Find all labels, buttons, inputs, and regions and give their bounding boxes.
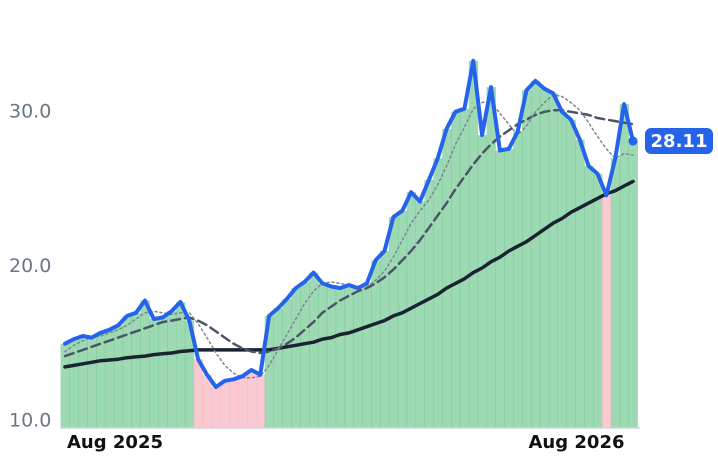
fill-bar bbox=[202, 374, 212, 428]
fill-bars bbox=[60, 60, 638, 429]
fill-bar bbox=[459, 108, 470, 428]
fill-bar bbox=[335, 288, 346, 428]
fill-bar bbox=[96, 332, 106, 428]
fill-bar bbox=[628, 141, 638, 428]
fill-bar bbox=[601, 195, 612, 428]
series-line bbox=[63, 109, 635, 358]
fill-bar bbox=[548, 93, 559, 429]
fill-bar bbox=[477, 135, 488, 428]
fill-bar bbox=[397, 210, 408, 428]
fill-bar bbox=[362, 283, 372, 428]
fill-bar bbox=[513, 131, 523, 428]
fill-bar bbox=[371, 260, 381, 428]
y-tick-label: 20.0 bbox=[9, 255, 51, 277]
fill-bar bbox=[229, 379, 239, 428]
fill-bar bbox=[255, 374, 266, 428]
series-line bbox=[63, 58, 635, 389]
fill-bar bbox=[353, 288, 363, 428]
fill-bar bbox=[593, 173, 603, 428]
fill-bar bbox=[442, 128, 452, 428]
fill-bar bbox=[69, 339, 79, 428]
fill-bar bbox=[158, 317, 168, 428]
fill-bar bbox=[300, 281, 310, 428]
fill-bar bbox=[557, 111, 567, 429]
fill-bar bbox=[344, 284, 354, 428]
fill-bar bbox=[575, 139, 585, 429]
fill-bar bbox=[406, 192, 417, 428]
fill-bar bbox=[424, 179, 434, 428]
fill-bar bbox=[486, 87, 496, 428]
fill-bar bbox=[282, 298, 292, 428]
fill-bar bbox=[131, 312, 141, 428]
fill-bar bbox=[504, 148, 514, 429]
fill-bar bbox=[246, 370, 257, 428]
fill-bar bbox=[184, 320, 195, 428]
fill-bar bbox=[522, 90, 532, 428]
fill-bar bbox=[326, 286, 337, 428]
last-value-dot bbox=[628, 136, 638, 146]
fill-bar bbox=[193, 359, 204, 428]
fill-bar bbox=[140, 300, 150, 428]
lines bbox=[63, 58, 635, 389]
fill-bar bbox=[451, 111, 461, 429]
x-tick-label: Aug 2025 bbox=[67, 432, 163, 453]
series-line bbox=[63, 179, 635, 369]
fill-bar bbox=[388, 216, 399, 428]
axes: 10.0 20.0 30.0 Aug 2025 Aug 2026 28.11 bbox=[9, 100, 713, 453]
y-tick-label: 10.0 bbox=[9, 410, 51, 432]
fill-bar bbox=[415, 201, 425, 428]
fill-bar bbox=[530, 80, 541, 429]
x-tick-label: Aug 2026 bbox=[529, 432, 625, 453]
fill-bar bbox=[317, 283, 328, 428]
fill-bar bbox=[566, 119, 576, 428]
fill-bar bbox=[584, 165, 594, 428]
fill-bar bbox=[380, 250, 390, 428]
fill-bar bbox=[309, 272, 319, 428]
fill-bar bbox=[211, 387, 221, 428]
last-value-label: 28.11 bbox=[651, 131, 708, 152]
fill-bar bbox=[468, 60, 479, 429]
fill-bar bbox=[539, 88, 550, 429]
fill-bar bbox=[60, 343, 70, 428]
fill-bar bbox=[122, 315, 133, 428]
fill-bar bbox=[113, 325, 124, 428]
fill-bar bbox=[149, 319, 159, 428]
fill-bar bbox=[610, 158, 621, 428]
fill-bar bbox=[78, 336, 88, 428]
fill-bar bbox=[238, 376, 248, 428]
fill-bar bbox=[495, 150, 505, 429]
fill-bar bbox=[104, 329, 115, 428]
fill-bar bbox=[264, 315, 275, 428]
fill-bar bbox=[291, 288, 301, 428]
last-value-badge bbox=[645, 128, 713, 155]
fill-bar bbox=[273, 308, 283, 428]
fill-bar bbox=[220, 380, 230, 428]
y-tick-label: 30.0 bbox=[9, 100, 51, 122]
fill-bar bbox=[167, 311, 177, 428]
fill-bar bbox=[175, 302, 186, 428]
fill-bar bbox=[87, 337, 97, 428]
fill-bar bbox=[619, 104, 630, 429]
